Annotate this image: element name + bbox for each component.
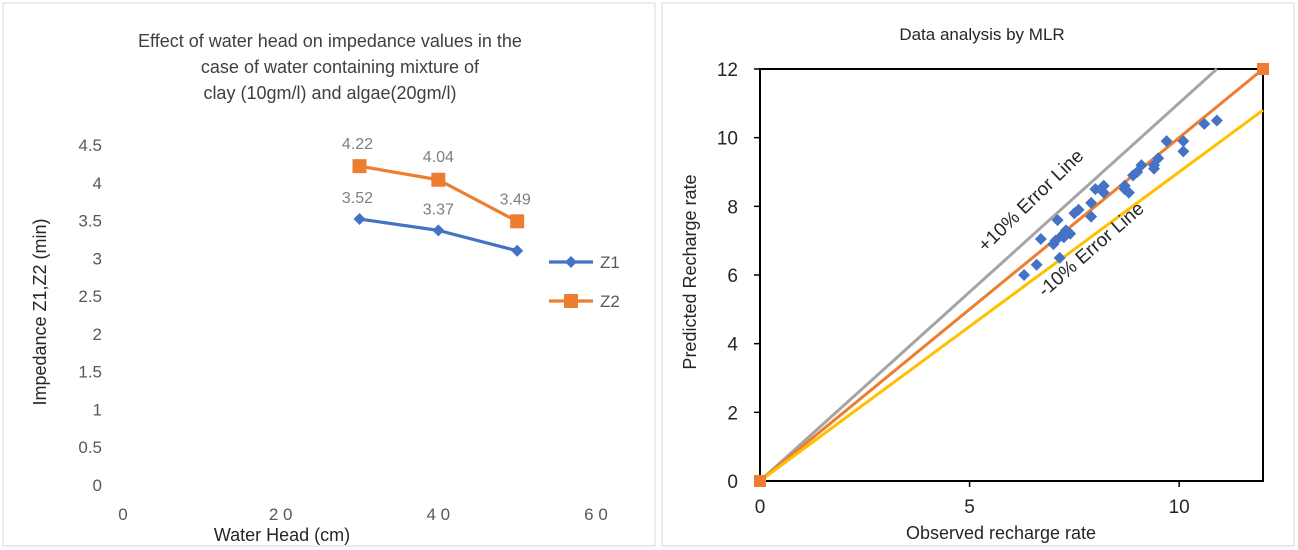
chart2-y-tick-label: 0 — [727, 472, 738, 493]
scatter-point — [1053, 251, 1066, 264]
data-point-z1 — [511, 244, 524, 257]
chart2-y-tick-label: 4 — [727, 335, 738, 356]
scatter-point — [1072, 203, 1085, 216]
scatter-point — [1152, 152, 1165, 165]
chart2-x-tick-label: 5 — [964, 497, 975, 518]
chart1-y-tick-label: 4 — [93, 174, 102, 193]
chart1-y-axis-label: Impedance Z1,Z2 (min) — [30, 218, 50, 405]
data-label-z1: 3.37 — [423, 201, 454, 218]
legend-marker-z2 — [564, 294, 578, 308]
chart2-y-tick-label: 12 — [717, 60, 738, 81]
chart1-y-tick-label: 0.5 — [78, 438, 102, 457]
chart1-y-tick-label: 1 — [93, 400, 102, 419]
legend-marker-z1 — [565, 256, 577, 268]
reference-line-plus10 — [758, 67, 1218, 483]
scatter-point — [1160, 135, 1173, 148]
data-label-z2: 3.49 — [500, 191, 531, 208]
chart1-y-tick-label: 3 — [93, 249, 102, 268]
scatter-point — [1122, 186, 1135, 199]
legend-label-z2: Z2 — [600, 292, 620, 311]
scatter-point — [1177, 145, 1190, 158]
scatter-point — [1051, 214, 1064, 227]
chart1-y-tick-label: 2 — [93, 325, 102, 344]
impedance-chart: Effect of water head on impedance values… — [2, 2, 656, 547]
data-point-z2 — [510, 214, 525, 229]
data-point-z2 — [352, 159, 367, 174]
mlr-scatter-chart: Data analysis by MLR Observed recharge r… — [661, 2, 1295, 547]
equality-line-marker — [1257, 63, 1269, 75]
scatter-point — [1135, 159, 1148, 172]
scatter-point — [1210, 114, 1223, 127]
data-point-z1 — [353, 213, 366, 226]
reference-line-minus10 — [759, 108, 1264, 483]
scatter-point — [1085, 196, 1098, 209]
legend-label-z1: Z1 — [600, 253, 620, 272]
data-label-z2: 4.04 — [423, 149, 454, 166]
chart2-y-tick-label: 10 — [717, 129, 738, 150]
chart2-y-tick-label: 6 — [727, 266, 738, 287]
scatter-point — [1064, 227, 1077, 240]
chart1-title-line-2: case of water containing mixture of — [201, 57, 480, 77]
data-label-z1: 3.52 — [342, 190, 373, 207]
chart2-title: Data analysis by MLR — [899, 25, 1064, 44]
scatter-point — [1198, 117, 1211, 130]
chart1-x-tick-label: 6 0 — [584, 505, 608, 524]
chart2-y-tick-label: 2 — [727, 403, 738, 424]
chart2-y-axis-label: Predicted Recharge rate — [680, 174, 700, 369]
chart1-x-axis-label: Water Head (cm) — [214, 525, 350, 545]
scatter-point — [1018, 269, 1031, 281]
data-label-z2: 4.22 — [342, 136, 373, 153]
scatter-point — [1030, 258, 1043, 271]
scatter-point — [1177, 135, 1190, 148]
chart1-x-tick-label: 4 0 — [427, 505, 451, 524]
scatter-point — [1034, 232, 1047, 245]
chart2-y-tick-label: 8 — [727, 197, 738, 218]
chart1-frame — [2, 2, 656, 547]
chart1-y-tick-label: 3.5 — [78, 212, 102, 231]
equality-line-marker — [754, 475, 766, 487]
chart1-title-line-1: Effect of water head on impedance values… — [138, 31, 522, 51]
scatter-point — [1085, 210, 1098, 223]
data-point-z1 — [432, 224, 445, 237]
chart1-y-tick-label: 0 — [93, 476, 102, 495]
chart1-x-tick-label: 2 0 — [269, 505, 293, 524]
chart1-y-tick-label: 2.5 — [78, 287, 102, 306]
chart1-y-tick-label: 4.5 — [78, 136, 102, 155]
scatter-point — [1097, 179, 1110, 192]
chart1-title-line-3: clay (10gm/l) and algae(20gm/l) — [203, 83, 456, 103]
data-point-z2 — [431, 172, 446, 187]
scatter-point — [1097, 186, 1110, 199]
chart2-x-tick-label: 0 — [755, 497, 766, 518]
chart1-x-tick-label: 0 — [118, 505, 127, 524]
chart2-x-axis-label: Observed recharge rate — [906, 523, 1096, 543]
chart1-y-tick-label: 1.5 — [78, 363, 102, 382]
chart2-x-tick-label: 10 — [1169, 497, 1190, 518]
reference-line-equality — [759, 67, 1264, 483]
